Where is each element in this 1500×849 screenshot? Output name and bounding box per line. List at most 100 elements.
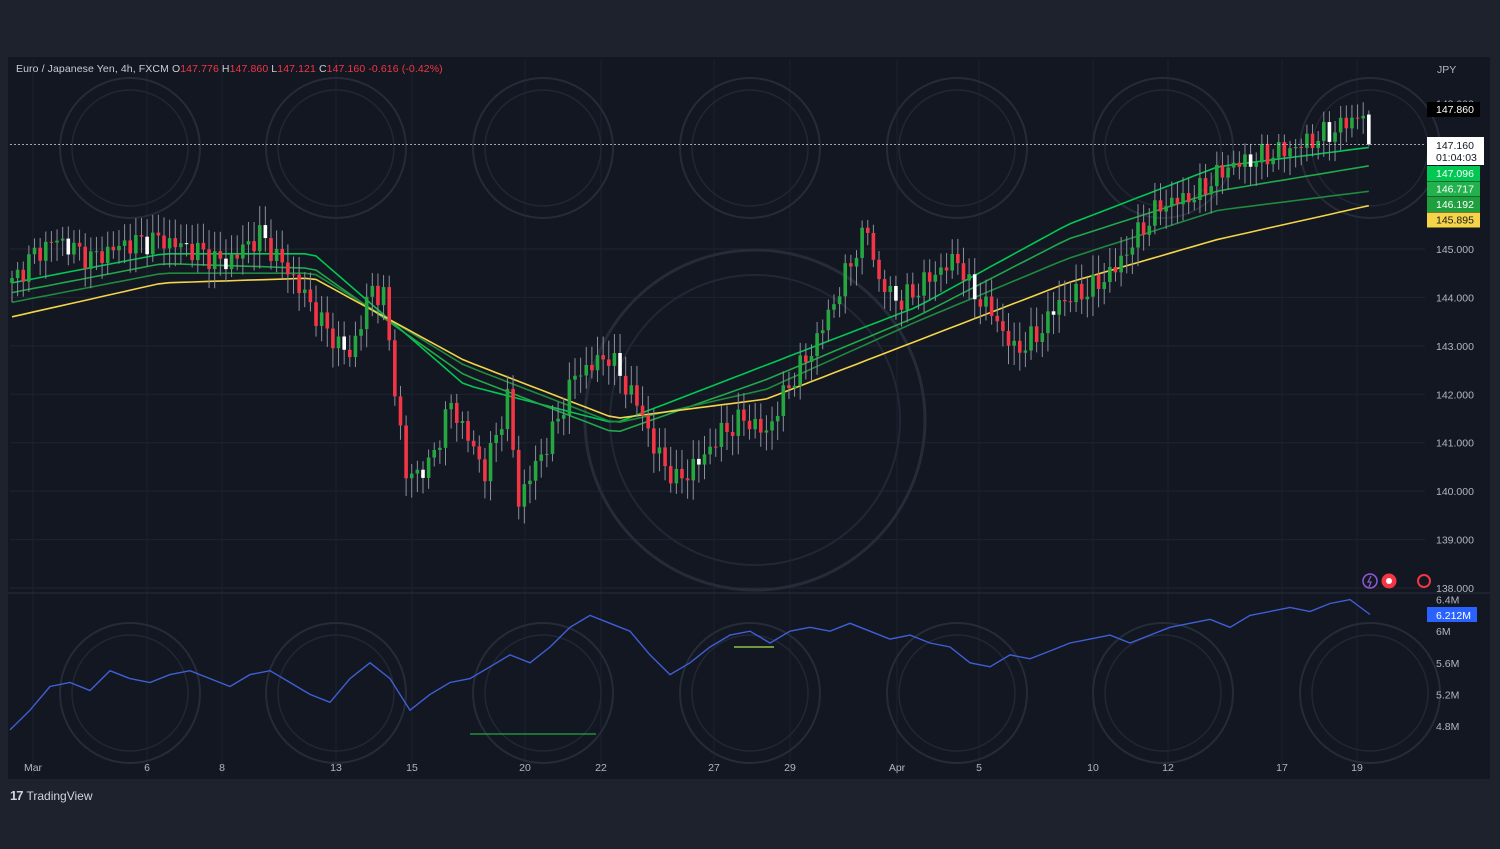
candle-body <box>804 355 808 363</box>
candle-body <box>899 300 904 310</box>
candle-body <box>269 238 273 261</box>
candle-body <box>1327 122 1332 142</box>
candle-body <box>1237 162 1242 167</box>
candle-body <box>376 285 380 306</box>
candle-body <box>1147 225 1152 235</box>
chart-panel <box>8 57 1490 779</box>
volume-last-tag-bg <box>1427 607 1477 622</box>
price-tick: 145.000 <box>1436 244 1474 256</box>
watermark-seal <box>1299 622 1441 764</box>
price-tick: 141.000 <box>1436 438 1474 450</box>
candle-body <box>961 263 966 281</box>
volume-tick: 6M <box>1436 626 1451 638</box>
chart-action-icons[interactable] <box>1362 573 1431 589</box>
watermark-seals <box>59 77 1441 764</box>
candle-body <box>314 302 318 326</box>
time-tick: 27 <box>708 762 720 774</box>
time-tick: 6 <box>144 762 150 774</box>
ema-value-tag-bg <box>1427 166 1480 181</box>
candle-body <box>612 353 617 366</box>
watermark-ring-large <box>609 274 901 566</box>
candle-body <box>939 267 943 275</box>
watermark-seal <box>265 77 407 219</box>
candle-body <box>697 458 701 465</box>
candle-body <box>60 238 65 241</box>
moving-average-lines <box>11 146 1369 433</box>
candle-body <box>274 248 279 261</box>
candle-body <box>1288 148 1292 157</box>
candle-body <box>195 242 200 261</box>
candle-body <box>691 458 696 481</box>
candle-body <box>967 274 971 281</box>
candle-body <box>105 246 110 263</box>
watermark-seal <box>265 622 407 764</box>
candle-body <box>815 333 819 357</box>
candle-body <box>995 315 1000 322</box>
candle-body <box>297 274 301 294</box>
time-tick: 13 <box>330 762 342 774</box>
candle-body <box>854 257 859 267</box>
candle-body <box>1299 147 1304 149</box>
candle-body <box>77 242 82 247</box>
candle-body <box>1186 193 1191 203</box>
candle-body <box>1169 197 1174 207</box>
watermark-ring <box>691 89 809 207</box>
candle-body <box>787 385 791 389</box>
volume-tick: 5.6M <box>1436 658 1459 670</box>
time-tick: 15 <box>406 762 418 774</box>
candle-body <box>1367 114 1371 145</box>
candle-body <box>190 243 194 261</box>
candle-body <box>1096 274 1101 289</box>
watermark-ring <box>898 634 1016 752</box>
candle-body <box>775 415 780 422</box>
candle-body <box>235 254 239 259</box>
candle-body <box>702 454 707 465</box>
candle-body <box>533 460 538 481</box>
candle-body <box>139 235 144 237</box>
candle-body <box>1001 321 1005 331</box>
candle-body <box>1231 162 1236 168</box>
candle-body <box>94 251 99 253</box>
volume-pane: 6.4M 6M 5.6M 5.2M 4.8M 6.212M <box>9 595 1477 735</box>
watermark-seal <box>886 622 1028 764</box>
candle-body <box>218 251 223 259</box>
last-price-tag: 147.160 <box>1436 140 1474 152</box>
candle-body <box>595 355 600 371</box>
candle-body <box>1153 200 1157 226</box>
candle-body <box>38 247 42 261</box>
candle-body <box>449 402 453 410</box>
watermark-ring <box>691 634 809 752</box>
candle-body <box>629 385 634 395</box>
alert-icon[interactable] <box>1417 574 1431 588</box>
time-tick: 20 <box>519 762 531 774</box>
watermark-ring <box>484 89 602 207</box>
candle-body <box>758 418 763 433</box>
candle-body <box>1074 283 1078 303</box>
candle-body <box>606 359 611 366</box>
candle-body <box>747 420 752 430</box>
candle-body <box>1119 255 1123 273</box>
candle-body <box>511 388 515 450</box>
candle-body <box>601 355 605 360</box>
candle-body <box>635 385 639 406</box>
ema-value-tag-bg <box>1427 212 1480 228</box>
candle-body <box>438 447 442 450</box>
candle-body <box>370 285 375 297</box>
candle-body <box>584 364 589 376</box>
candle-body <box>590 364 594 371</box>
candle-body <box>117 245 121 251</box>
tradingview-brand[interactable]: 17 TradingView <box>10 788 93 803</box>
moving-average-line <box>11 190 1369 424</box>
candle-body <box>922 272 926 296</box>
symbol-name[interactable]: Euro / Japanese Yen, 4h, FXCM <box>16 63 169 75</box>
candle-body <box>89 251 93 269</box>
high-value: 147.860 <box>229 63 269 75</box>
flash-icon[interactable] <box>1362 573 1378 589</box>
candle-body <box>1124 254 1129 256</box>
candle-body <box>882 279 887 292</box>
candle-body <box>753 418 757 430</box>
candle-body <box>1057 299 1061 315</box>
candle-body <box>1181 193 1185 205</box>
candle-body <box>1271 157 1275 165</box>
